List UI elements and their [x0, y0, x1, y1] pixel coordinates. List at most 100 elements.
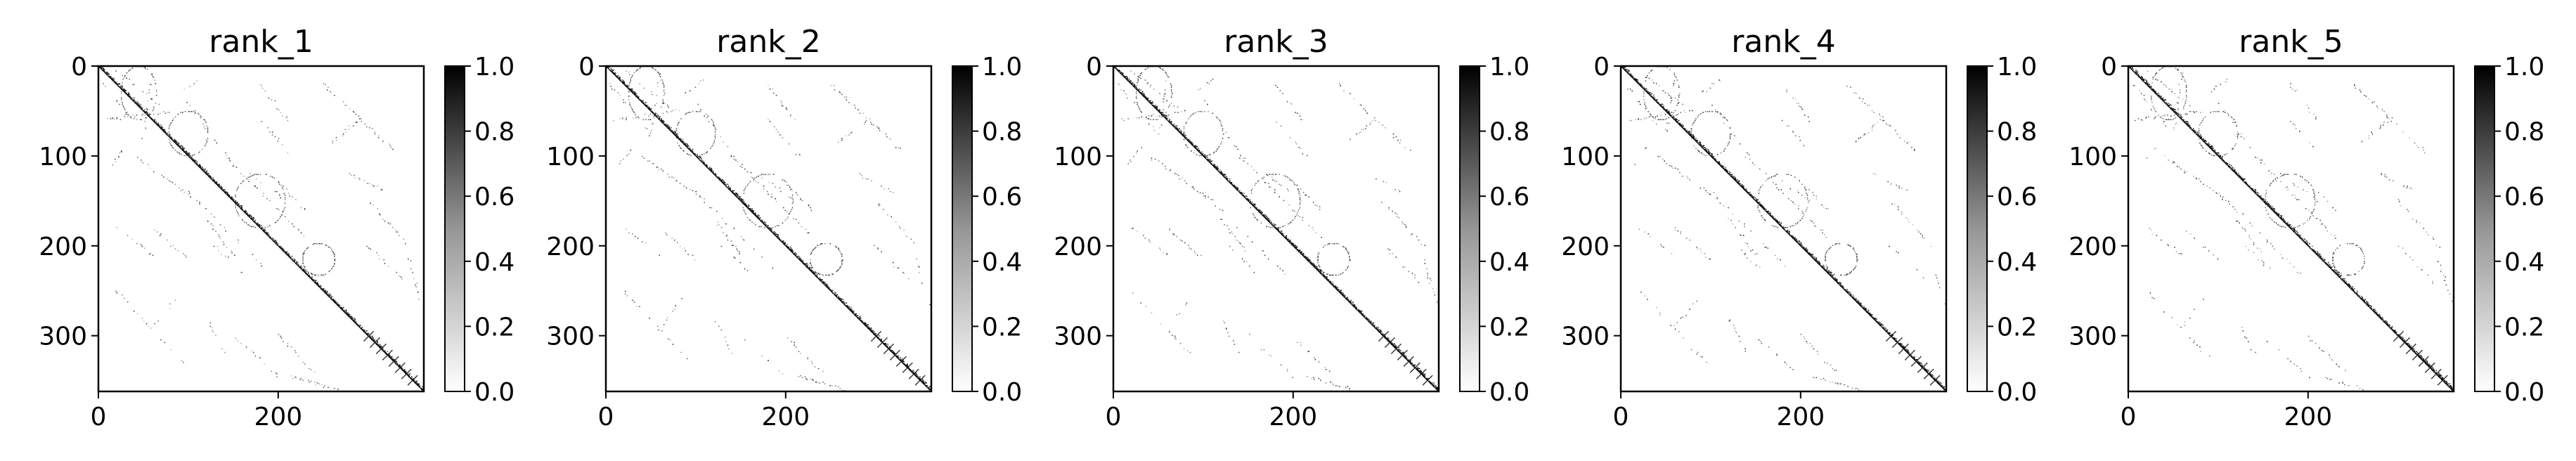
heatmap-cell: [371, 338, 373, 340]
heatmap-cell: [801, 200, 803, 202]
heatmap-cell: [1170, 122, 1172, 124]
heatmap-cell: [1179, 131, 1180, 132]
heatmap-cell: [1427, 377, 1428, 379]
heatmap-cell: [1196, 145, 1198, 148]
heatmap-cell: [141, 107, 143, 109]
heatmap-cell: [1400, 351, 1402, 353]
heatmap-cell: [1335, 287, 1337, 289]
heatmap-cell: [336, 304, 338, 306]
heatmap-cell: [222, 189, 224, 190]
heatmap-cell: [1263, 349, 1265, 351]
heatmap-cell: [629, 102, 630, 103]
heatmap-cell: [1367, 318, 1369, 320]
heatmap-cell: [352, 319, 354, 321]
heatmap-cell: [382, 350, 384, 351]
heatmap-cell: [1308, 259, 1310, 261]
heatmap-cell: [323, 274, 325, 276]
heatmap-cell: [913, 370, 914, 372]
heatmap-cell: [1271, 176, 1273, 178]
heatmap-cell: [355, 323, 357, 325]
heatmap-cell: [1355, 306, 1357, 309]
heatmap-cell: [214, 180, 216, 181]
heatmap-cell: [924, 383, 926, 385]
heatmap-cell: [184, 110, 186, 112]
heatmap-cell: [308, 273, 309, 274]
heatmap-cell: [133, 118, 135, 119]
heatmap-cell: [821, 279, 823, 280]
heatmap-cell: [1146, 67, 1148, 70]
heatmap-cell: [1205, 155, 1206, 157]
heatmap-cell: [881, 251, 882, 253]
heatmap-cell: [302, 269, 303, 271]
heatmap-cell: [1331, 281, 1333, 283]
heatmap-cell: [1399, 349, 1401, 351]
heatmap-cell: [673, 131, 675, 133]
heatmap-cell: [189, 155, 190, 157]
heatmap-cell: [1189, 141, 1190, 142]
heatmap-cell: [768, 225, 769, 226]
heatmap-cell: [168, 126, 170, 128]
heatmap-cell: [1147, 67, 1149, 68]
heatmap-cell: [276, 108, 278, 110]
heatmap-cell: [174, 248, 176, 250]
heatmap-cell: [1391, 342, 1392, 344]
heatmap-cell: [884, 339, 886, 341]
heatmap-cell: [749, 208, 750, 209]
heatmap-cell: [822, 381, 824, 383]
heatmap-cell: [216, 183, 219, 186]
heatmap-cell: [280, 247, 283, 249]
heatmap-cell: [902, 363, 904, 364]
heatmap-cell: [1319, 271, 1321, 273]
heatmap-cell: [634, 94, 636, 96]
heatmap-cell: [633, 93, 635, 96]
heatmap-cell: [1317, 269, 1319, 271]
heatmap-cell: [163, 110, 164, 112]
heatmap-cell: [1118, 70, 1119, 71]
heatmap-cell: [1390, 342, 1392, 344]
heatmap-cell: [1160, 115, 1163, 116]
heatmap-cell: [809, 268, 810, 270]
heatmap-cell: [1149, 86, 1151, 88]
heatmap-cell: [1143, 94, 1144, 96]
heatmap-cell: [772, 183, 774, 184]
heatmap-cell: [637, 68, 639, 70]
heatmap-cell: [136, 104, 138, 106]
heatmap-cell: [1175, 126, 1177, 129]
heatmap-cell: [122, 294, 123, 296]
heatmap-cell: [1160, 112, 1163, 115]
heatmap-cell: [794, 342, 795, 344]
heatmap-cell: [675, 180, 678, 181]
heatmap-cell: [117, 84, 119, 86]
heatmap-cell: [112, 117, 113, 119]
heatmap-cell: [162, 129, 164, 131]
heatmap-cell: [174, 142, 176, 144]
heatmap-cell: [839, 387, 841, 389]
heatmap-cell: [413, 379, 415, 381]
heatmap-cell: [400, 367, 402, 369]
heatmap-cell: [727, 145, 729, 148]
heatmap-cell: [866, 326, 868, 328]
heatmap-cell: [881, 341, 883, 343]
heatmap-cell: [363, 340, 365, 342]
heatmap-cell: [764, 221, 765, 223]
heatmap-cell: [1151, 103, 1153, 104]
heatmap-cell: [392, 226, 394, 228]
heatmap-cell: [157, 122, 159, 124]
heatmap-cell: [704, 198, 705, 200]
heatmap-cell: [311, 273, 313, 275]
heatmap-cell: [122, 88, 123, 90]
heatmap-cell: [1405, 226, 1407, 228]
heatmap-cell: [777, 238, 779, 239]
heatmap-cell: [119, 84, 120, 86]
heatmap-cell: [806, 379, 808, 380]
heatmap-cell: [205, 173, 207, 174]
heatmap-cell: [806, 265, 808, 267]
heatmap-cell: [1312, 264, 1314, 266]
heatmap-cell: [356, 323, 358, 325]
heatmap-cell: [671, 129, 673, 131]
heatmap-cell: [628, 87, 630, 89]
heatmap-cell: [266, 233, 268, 235]
heatmap-cell: [745, 203, 746, 205]
heatmap-cell: [103, 70, 105, 72]
heatmap-cell: [692, 150, 694, 152]
